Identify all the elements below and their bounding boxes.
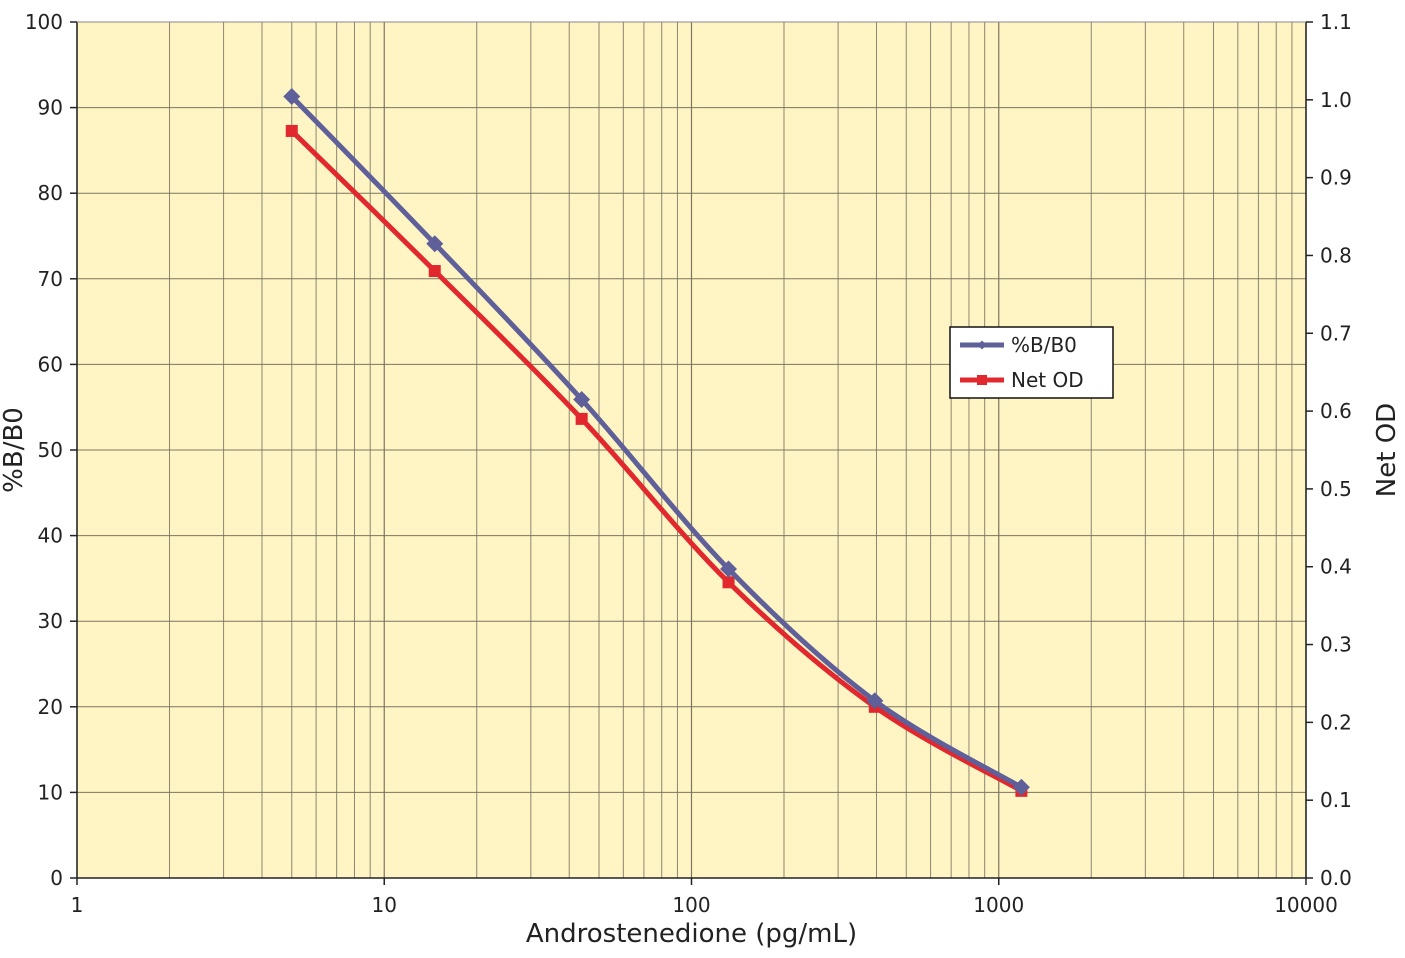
y-tick-label: 10 bbox=[38, 780, 63, 804]
data-point-percent-bb0 bbox=[866, 692, 884, 710]
y-tick-label: 0 bbox=[50, 866, 63, 890]
y-tick-label: 60 bbox=[38, 352, 63, 376]
y-tick-label: 30 bbox=[38, 609, 63, 633]
legend-label-percent-bb0: %B/B0 bbox=[1011, 333, 1077, 357]
y-tick-label: 20 bbox=[38, 695, 63, 719]
y-tick-label: 100 bbox=[25, 10, 63, 34]
data-point-net-od bbox=[722, 576, 735, 589]
x-axis-title: Androstenedione (pg/mL) bbox=[526, 919, 857, 949]
y-tick-label: 80 bbox=[38, 181, 63, 205]
y2-ticks: 0.0 0.1 0.2 0.3 0.4 0.5 0.6 0.7 0.8 0.9 1.0 1.1 bbox=[1306, 10, 1352, 890]
x-tick-label: 1 bbox=[71, 893, 84, 917]
data-point-net-od bbox=[428, 265, 441, 278]
y2-tick-label: 0.0 bbox=[1320, 866, 1352, 890]
y-tick-label: 40 bbox=[38, 524, 63, 548]
y2-tick-label: 0.6 bbox=[1320, 399, 1352, 423]
y2-tick-label: 0.9 bbox=[1320, 166, 1352, 190]
data-point-percent-bb0 bbox=[720, 560, 738, 578]
legend: %B/B0 Net OD bbox=[949, 326, 1114, 399]
legend-marker-net-od bbox=[977, 375, 987, 385]
series-line-net-od bbox=[289, 128, 1024, 794]
y2-tick-label: 0.3 bbox=[1320, 633, 1352, 657]
y2-tick-label: 0.1 bbox=[1320, 788, 1352, 812]
y-tick-label: 70 bbox=[38, 267, 63, 291]
y2-tick-label: 0.7 bbox=[1320, 321, 1352, 345]
series-line-percent-bb0 bbox=[289, 93, 1024, 790]
y2-tick-label: 0.8 bbox=[1320, 243, 1352, 267]
data-point-net-od bbox=[575, 412, 588, 425]
series-layer bbox=[283, 87, 1030, 797]
x-tick-label: 1000 bbox=[973, 893, 1024, 917]
x-tick-label: 10000 bbox=[1274, 893, 1338, 917]
y2-tick-label: 0.4 bbox=[1320, 555, 1352, 579]
x-tick-label: 10 bbox=[372, 893, 397, 917]
y2-tick-label: 1.0 bbox=[1320, 88, 1352, 112]
y2-axis-title: Net OD bbox=[1372, 403, 1402, 497]
data-point-percent-bb0 bbox=[426, 235, 444, 253]
x-ticks: 1 10 100 1000 10000 bbox=[71, 878, 1338, 917]
y-tick-label: 90 bbox=[38, 96, 63, 120]
y-tick-label: 50 bbox=[38, 438, 63, 462]
y-ticks: 0 10 20 30 40 50 60 70 80 90 100 bbox=[25, 10, 77, 890]
y2-tick-label: 1.1 bbox=[1320, 10, 1352, 34]
legend-box bbox=[949, 326, 1114, 399]
y2-tick-label: 0.5 bbox=[1320, 477, 1352, 501]
legend-marker-percent-bb0 bbox=[977, 340, 987, 350]
y-axis-title: %B/B0 bbox=[0, 407, 29, 493]
data-point-percent-bb0 bbox=[1012, 778, 1030, 796]
x-tick-label: 100 bbox=[672, 893, 710, 917]
data-point-net-od bbox=[285, 124, 298, 137]
data-point-percent-bb0 bbox=[283, 87, 301, 105]
legend-label-net-od: Net OD bbox=[1011, 368, 1084, 392]
data-point-percent-bb0 bbox=[573, 390, 591, 408]
y2-tick-label: 0.2 bbox=[1320, 710, 1352, 734]
